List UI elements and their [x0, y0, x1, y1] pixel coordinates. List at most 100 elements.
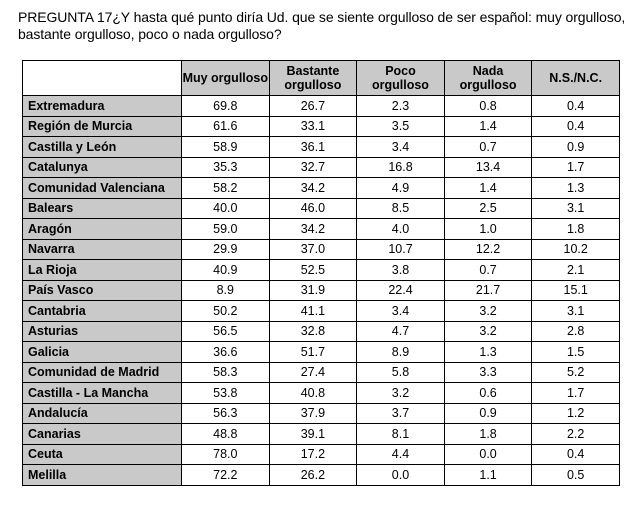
value-cell: 13.4 — [443, 156, 533, 178]
value-cell: 53.8 — [181, 382, 270, 404]
column-header: Poco orgulloso — [356, 60, 445, 96]
region-cell: Extremadura — [22, 95, 182, 117]
value-cell: 0.9 — [443, 402, 533, 424]
region-cell: Comunidad de Madrid — [22, 361, 182, 383]
value-cell: 0.4 — [531, 443, 620, 465]
value-cell: 1.0 — [443, 218, 533, 240]
value-cell: 32.8 — [268, 320, 358, 342]
value-cell: 10.2 — [531, 238, 620, 260]
value-cell: 1.4 — [443, 177, 533, 199]
value-cell: 3.3 — [443, 361, 533, 383]
value-cell: 36.6 — [181, 341, 270, 363]
value-cell: 0.0 — [443, 443, 533, 465]
value-cell: 33.1 — [268, 115, 358, 137]
table-row: Castilla y León 58.9 36.1 3.4 0.7 0.9 — [22, 136, 620, 158]
value-cell: 58.2 — [181, 177, 270, 199]
value-cell: 2.2 — [531, 423, 620, 445]
value-cell: 3.8 — [356, 259, 445, 281]
value-cell: 58.9 — [181, 136, 270, 158]
column-header: N.S./N.C. — [531, 60, 620, 96]
value-cell: 26.7 — [268, 95, 358, 117]
value-cell: 59.0 — [181, 218, 270, 240]
value-cell: 3.1 — [531, 197, 620, 219]
region-cell: Castilla - La Mancha — [22, 382, 182, 404]
value-cell: 1.8 — [531, 218, 620, 240]
region-cell: Cantabria — [22, 300, 182, 322]
value-cell: 5.8 — [356, 361, 445, 383]
column-header: Nada orgulloso — [443, 60, 533, 96]
column-header: Bastante orgulloso — [268, 60, 358, 96]
value-cell: 1.4 — [443, 115, 533, 137]
value-cell: 39.1 — [268, 423, 358, 445]
value-cell: 56.3 — [181, 402, 270, 424]
value-cell: 27.4 — [268, 361, 358, 383]
value-cell: 22.4 — [356, 279, 445, 301]
value-cell: 58.3 — [181, 361, 270, 383]
region-cell: Andalucía — [22, 402, 182, 424]
value-cell: 46.0 — [268, 197, 358, 219]
header-row: Muy orgulloso Bastante orgulloso Poco or… — [22, 60, 620, 96]
table-row: Comunidad de Madrid 58.3 27.4 5.8 3.3 5.2 — [22, 361, 620, 383]
value-cell: 1.2 — [531, 402, 620, 424]
table-row: Balears 40.0 46.0 8.5 2.5 3.1 — [22, 197, 620, 219]
region-cell: País Vasco — [22, 279, 182, 301]
table-row: Asturias 56.5 32.8 4.7 3.2 2.8 — [22, 320, 620, 342]
value-cell: 4.4 — [356, 443, 445, 465]
value-cell: 3.5 — [356, 115, 445, 137]
value-cell: 8.9 — [181, 279, 270, 301]
region-cell: Melilla — [22, 464, 182, 486]
table-row: Cantabria 50.2 41.1 3.4 3.2 3.1 — [22, 300, 620, 322]
value-cell: 3.7 — [356, 402, 445, 424]
region-cell: Canarias — [22, 423, 182, 445]
value-cell: 3.2 — [443, 320, 533, 342]
table-row: Castilla - La Mancha 53.8 40.8 3.2 0.6 1.7 — [22, 382, 620, 404]
table-row: Comunidad Valenciana 58.2 34.2 4.9 1.4 1.3 — [22, 177, 620, 199]
table-row: Canarias 48.8 39.1 8.1 1.8 2.2 — [22, 423, 620, 445]
value-cell: 34.2 — [268, 218, 358, 240]
value-cell: 0.6 — [443, 382, 533, 404]
value-cell: 1.1 — [443, 464, 533, 486]
table-row: Melilla 72.2 26.2 0.0 1.1 0.5 — [22, 464, 620, 486]
region-cell: Comunidad Valenciana — [22, 177, 182, 199]
value-cell: 31.9 — [268, 279, 358, 301]
value-cell: 1.3 — [531, 177, 620, 199]
value-cell: 1.3 — [443, 341, 533, 363]
region-cell: Aragón — [22, 218, 182, 240]
value-cell: 0.4 — [531, 95, 620, 117]
value-cell: 69.8 — [181, 95, 270, 117]
value-cell: 1.5 — [531, 341, 620, 363]
value-cell: 5.2 — [531, 361, 620, 383]
region-cell: Galicia — [22, 341, 182, 363]
value-cell: 32.7 — [268, 156, 358, 178]
value-cell: 0.9 — [531, 136, 620, 158]
value-cell: 40.0 — [181, 197, 270, 219]
value-cell: 0.0 — [356, 464, 445, 486]
value-cell: 3.2 — [356, 382, 445, 404]
value-cell: 1.7 — [531, 156, 620, 178]
value-cell: 48.8 — [181, 423, 270, 445]
value-cell: 56.5 — [181, 320, 270, 342]
corner-cell — [22, 60, 182, 96]
value-cell: 1.7 — [531, 382, 620, 404]
value-cell: 15.1 — [531, 279, 620, 301]
value-cell: 3.4 — [356, 300, 445, 322]
value-cell: 4.9 — [356, 177, 445, 199]
value-cell: 2.5 — [443, 197, 533, 219]
value-cell: 41.1 — [268, 300, 358, 322]
region-cell: Balears — [22, 197, 182, 219]
value-cell: 0.7 — [443, 136, 533, 158]
table-row: Extremadura 69.8 26.7 2.3 0.8 0.4 — [22, 95, 620, 117]
value-cell: 3.4 — [356, 136, 445, 158]
value-cell: 0.7 — [443, 259, 533, 281]
table-row: Andalucía 56.3 37.9 3.7 0.9 1.2 — [22, 402, 620, 424]
region-cell: La Rioja — [22, 259, 182, 281]
value-cell: 40.8 — [268, 382, 358, 404]
value-cell: 0.5 — [531, 464, 620, 486]
table-row: Aragón 59.0 34.2 4.0 1.0 1.8 — [22, 218, 620, 240]
value-cell: 8.9 — [356, 341, 445, 363]
value-cell: 2.8 — [531, 320, 620, 342]
value-cell: 8.1 — [356, 423, 445, 445]
value-cell: 51.7 — [268, 341, 358, 363]
value-cell: 0.8 — [443, 95, 533, 117]
value-cell: 1.8 — [443, 423, 533, 445]
